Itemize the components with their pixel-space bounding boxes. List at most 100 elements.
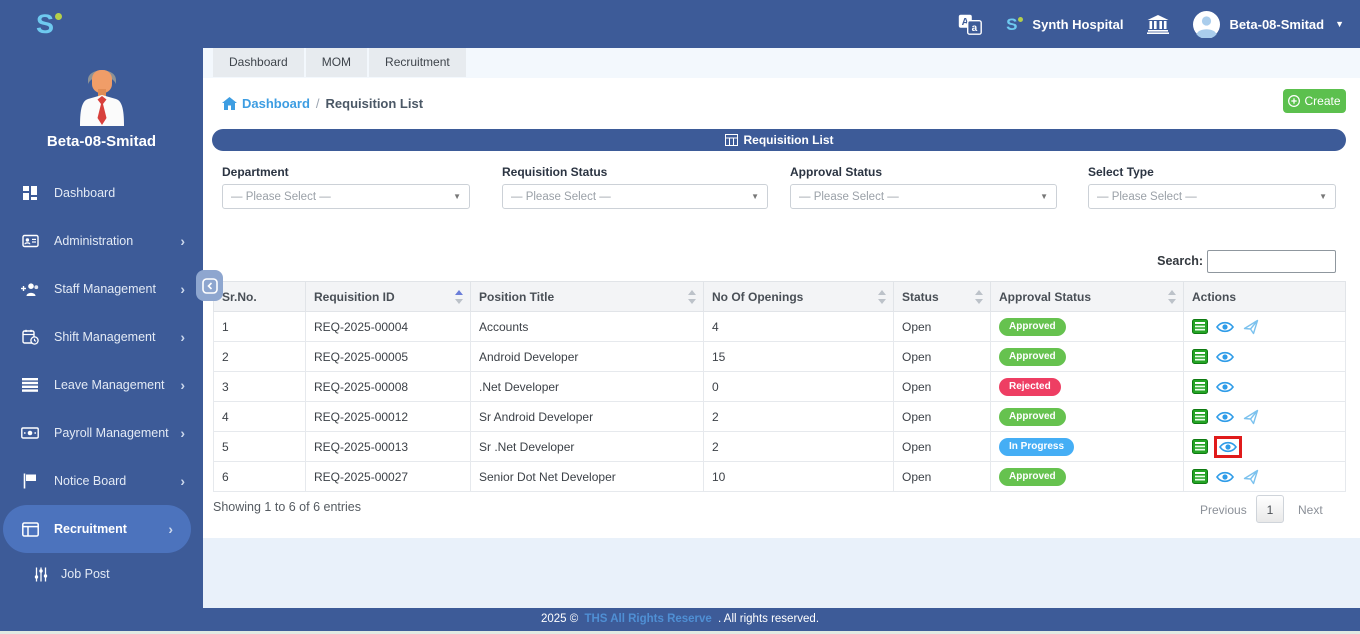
cell-approval-status: Approved <box>991 462 1184 492</box>
cell-position-title: Sr .Net Developer <box>471 432 704 462</box>
profile-name: Beta-08-Smitad <box>0 133 203 150</box>
sidebar-item-label: Dashboard <box>54 186 115 200</box>
view-action-icon[interactable] <box>1216 470 1234 484</box>
sidebar-item-shift-management[interactable]: Shift Management › <box>0 313 203 361</box>
details-action-icon[interactable] <box>1192 349 1208 364</box>
footer-copyright: 2025 © <box>541 613 578 625</box>
hospital-selector[interactable]: S Synth Hospital <box>1006 16 1123 33</box>
sidebar-item-notice-board[interactable]: Notice Board › <box>0 457 203 505</box>
cell-requisition-id: REQ-2025-00012 <box>306 402 471 432</box>
bank-building-icon[interactable] <box>1147 15 1169 34</box>
search-input[interactable] <box>1207 250 1336 273</box>
select-caret-icon: ▼ <box>453 192 461 201</box>
table-row: 1 REQ-2025-00004 Accounts 4 Open Approve… <box>214 312 1346 342</box>
plus-circle-icon <box>1288 95 1300 107</box>
flag-icon <box>20 473 40 489</box>
table-header-row: Sr.No. Requisition ID Position Title No … <box>214 282 1346 312</box>
cell-openings: 0 <box>704 372 894 402</box>
cell-requisition-id: REQ-2025-00013 <box>306 432 471 462</box>
view-action-icon[interactable] <box>1216 320 1234 334</box>
table-row: 5 REQ-2025-00013 Sr .Net Developer 2 Ope… <box>214 432 1346 462</box>
sidebar-item-administration[interactable]: Administration › <box>0 217 203 265</box>
sidebar-item-staff-management[interactable]: Staff Management › <box>0 265 203 313</box>
column-header-status[interactable]: Status <box>894 282 991 312</box>
requisition-table: Sr.No. Requisition ID Position Title No … <box>213 281 1345 492</box>
select-caret-icon: ▼ <box>1319 192 1327 201</box>
sidebar-item-recruitment[interactable]: Recruitment › <box>3 505 191 553</box>
sidebar-item-label: Payroll Management <box>54 426 169 440</box>
approval-status-select[interactable]: — Please Select —▼ <box>790 184 1057 209</box>
list-lines-icon <box>20 378 40 392</box>
select-caret-icon: ▼ <box>1040 192 1048 201</box>
table-grid-icon <box>725 134 738 146</box>
cell-status: Open <box>894 432 991 462</box>
cell-actions <box>1184 432 1346 462</box>
caret-down-icon: ▼ <box>1335 19 1344 29</box>
svg-text:a: a <box>972 23 978 34</box>
status-badge: Rejected <box>999 378 1061 396</box>
sidebar-item-payroll-management[interactable]: Payroll Management › <box>0 409 203 457</box>
translate-icon[interactable]: Aa <box>958 14 982 35</box>
pagination-previous[interactable]: Previous <box>1200 503 1247 517</box>
chevron-right-icon: › <box>180 233 185 249</box>
footer: 2025 © THS All Rights Reserve . All righ… <box>0 608 1360 631</box>
cell-srno: 3 <box>214 372 306 402</box>
sidebar-subitem-job-post[interactable]: Job Post <box>0 553 203 595</box>
search-label: Search: <box>1103 254 1203 268</box>
sidebar-menu: Dashboard Administration › Staff Managem… <box>0 169 203 634</box>
tab-mom[interactable]: MOM <box>306 48 367 77</box>
department-select[interactable]: — Please Select —▼ <box>222 184 470 209</box>
cell-srno: 4 <box>214 402 306 432</box>
view-action-icon[interactable] <box>1216 410 1234 424</box>
view-action-icon[interactable] <box>1216 380 1234 394</box>
details-action-icon[interactable] <box>1192 439 1208 454</box>
breadcrumb-current: Requisition List <box>326 96 424 111</box>
column-header-position-title[interactable]: Position Title <box>471 282 704 312</box>
create-button[interactable]: Create <box>1283 89 1346 113</box>
cell-requisition-id: REQ-2025-00005 <box>306 342 471 372</box>
requisition-status-select[interactable]: — Please Select —▼ <box>502 184 768 209</box>
sidebar-item-label: Staff Management <box>54 282 156 296</box>
pagination-page-1[interactable]: 1 <box>1256 495 1284 523</box>
breadcrumb-home-link[interactable]: Dashboard <box>222 96 310 111</box>
send-action-icon[interactable] <box>1243 469 1259 485</box>
footer-link[interactable]: THS All Rights Reserve <box>584 613 711 625</box>
cell-status: Open <box>894 342 991 372</box>
user-menu[interactable]: Beta-08-Smitad ▼ <box>1193 11 1344 38</box>
column-header-approval-status[interactable]: Approval Status <box>991 282 1184 312</box>
cell-approval-status: Rejected <box>991 372 1184 402</box>
tab-recruitment[interactable]: Recruitment <box>369 48 466 77</box>
cell-srno: 1 <box>214 312 306 342</box>
select-type-select[interactable]: — Please Select —▼ <box>1088 184 1336 209</box>
column-header-openings[interactable]: No Of Openings <box>704 282 894 312</box>
column-header-requisition-id[interactable]: Requisition ID <box>306 282 471 312</box>
cell-openings: 2 <box>704 432 894 462</box>
sidebar-item-dashboard[interactable]: Dashboard <box>0 169 203 217</box>
filter-label-department: Department <box>222 165 289 179</box>
sort-icon <box>455 290 463 304</box>
sort-icon <box>1168 290 1176 304</box>
window-grid-icon <box>20 522 40 537</box>
cell-srno: 6 <box>214 462 306 492</box>
details-action-icon[interactable] <box>1192 379 1208 394</box>
breadcrumb: Dashboard / Requisition List <box>222 96 423 111</box>
sidebar-collapse-toggle[interactable] <box>196 270 223 301</box>
chevron-right-icon: › <box>180 377 185 393</box>
details-action-icon[interactable] <box>1192 409 1208 424</box>
view-action-icon[interactable] <box>1219 440 1237 454</box>
sidebar-item-leave-management[interactable]: Leave Management › <box>0 361 203 409</box>
pagination-next[interactable]: Next <box>1298 503 1323 517</box>
brand-logo[interactable]: S <box>36 11 62 38</box>
cell-status: Open <box>894 402 991 432</box>
sidebar-item-label: Leave Management <box>54 378 165 392</box>
send-action-icon[interactable] <box>1243 319 1259 335</box>
view-action-icon[interactable] <box>1216 350 1234 364</box>
brand-dot-icon <box>55 13 62 20</box>
cell-actions <box>1184 402 1346 432</box>
details-action-icon[interactable] <box>1192 319 1208 334</box>
panel-title: Requisition List <box>744 133 834 147</box>
send-action-icon[interactable] <box>1243 409 1259 425</box>
details-action-icon[interactable] <box>1192 469 1208 484</box>
tab-dashboard[interactable]: Dashboard <box>213 48 304 77</box>
chevron-right-icon: › <box>180 329 185 345</box>
